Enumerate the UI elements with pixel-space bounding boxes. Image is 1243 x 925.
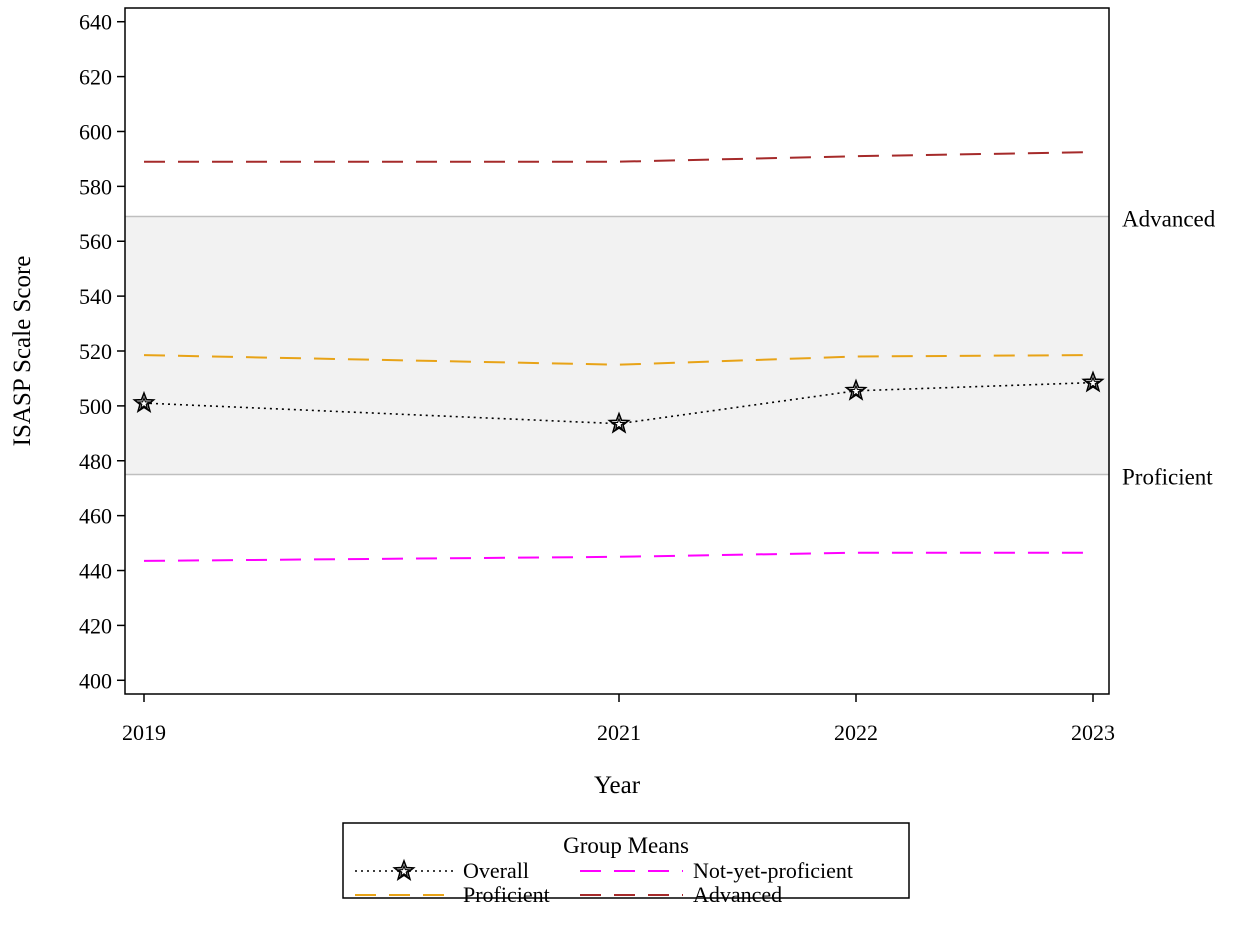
legend-marker-overall	[392, 858, 416, 881]
y-tick-label: 520	[79, 339, 112, 364]
y-tick-label: 560	[79, 229, 112, 254]
y-tick-label: 400	[79, 668, 112, 693]
x-axis-title: Year	[594, 772, 641, 799]
x-tick-label: 2022	[834, 720, 878, 745]
series-line-not-yet-proficient	[143, 551, 1093, 562]
series-line-overall	[143, 381, 1094, 425]
star-outer	[844, 378, 868, 401]
legend-label-advanced: Advanced	[693, 882, 782, 907]
y-tick-label: 540	[79, 284, 112, 309]
series-line-advanced	[144, 151, 1094, 163]
y-tick-label: 640	[79, 10, 112, 35]
reference-band-layer: Advanced Proficient	[125, 207, 1216, 489]
series-line-proficient	[143, 354, 1094, 366]
data-point-overall	[1081, 370, 1105, 393]
legend-label-proficient: Proficient	[463, 882, 550, 907]
y-tick-label: 480	[79, 449, 112, 474]
y-axis-title: ISASP Scale Score	[9, 256, 36, 447]
y-tick-label: 620	[79, 65, 112, 90]
y-tick-label: 420	[79, 613, 112, 638]
star-outer	[132, 390, 156, 414]
legend-label-overall: Overall	[463, 858, 529, 883]
star-inner	[612, 417, 626, 430]
axes: 400 420 440 460 480 500 520 540 560 580 600 620 640 2…	[79, 7, 1115, 745]
star-inner	[1086, 376, 1100, 389]
legend-title: Group Means	[563, 833, 689, 858]
star-outer	[1081, 370, 1105, 393]
x-tick-label: 2019	[122, 720, 166, 745]
legend-box	[342, 822, 910, 899]
data-point-overall	[132, 390, 156, 414]
x-tick-label: 2021	[597, 720, 641, 745]
y-tick-label: 600	[79, 119, 112, 144]
y-tick-label: 460	[79, 504, 112, 529]
y-tick-label: 580	[79, 174, 112, 199]
series-layer	[132, 151, 1105, 562]
y-tick-label: 500	[79, 394, 112, 419]
star-inner	[849, 384, 863, 397]
star-outer	[607, 411, 631, 434]
star-inner	[397, 864, 411, 878]
x-tick-label: 2023	[1071, 720, 1115, 745]
reference-label-proficient: Proficient	[1122, 464, 1213, 489]
star-outer	[392, 858, 416, 881]
star-inner	[137, 396, 151, 410]
data-point-overall	[607, 411, 631, 434]
reference-label-advanced: Advanced	[1122, 207, 1216, 232]
legend-label-not-yet-proficient: Not-yet-proficient	[693, 858, 853, 883]
data-point-overall	[844, 378, 868, 401]
y-tick-label: 440	[79, 559, 112, 584]
reference-band	[125, 216, 1109, 475]
legend: Group Means Overall Not-yet-proficient Pro…	[342, 822, 910, 907]
